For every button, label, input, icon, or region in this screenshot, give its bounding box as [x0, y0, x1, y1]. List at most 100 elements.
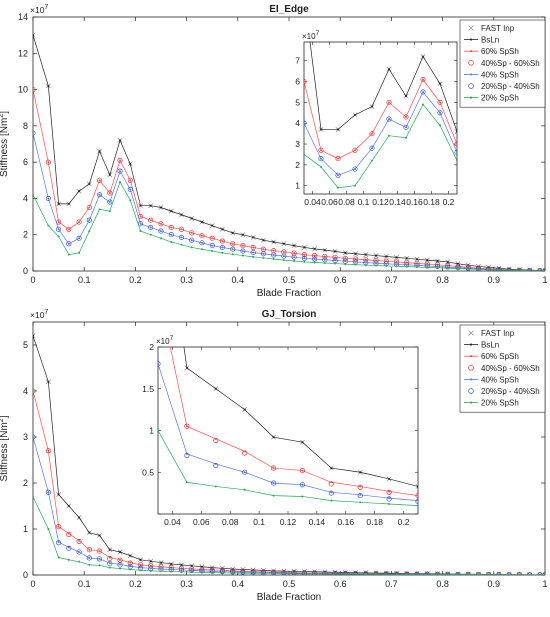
- data-point: [242, 450, 248, 456]
- data-point: [230, 246, 236, 252]
- data-point: [454, 141, 457, 147]
- data-point: [395, 256, 398, 259]
- inset-y-tick-label: 7: [295, 56, 300, 66]
- data-point: [375, 254, 378, 257]
- data-point: [57, 556, 60, 559]
- data-point: [322, 253, 328, 260]
- data-point: [272, 258, 275, 261]
- series-20-sp-40-sh: [304, 89, 457, 178]
- data-point: [221, 228, 224, 231]
- data-point: [98, 208, 101, 211]
- legend-marker: [468, 365, 474, 371]
- data-point: [219, 569, 225, 575]
- data-point: [439, 124, 441, 127]
- data-point: [200, 569, 203, 572]
- inset-x-tick-label: 0.16: [338, 517, 355, 527]
- data-point: [426, 264, 429, 267]
- data-point: [117, 168, 123, 174]
- x-tick-label: 0.4: [232, 579, 245, 589]
- data-point: [56, 226, 62, 232]
- data-point: [354, 573, 357, 575]
- data-point: [260, 251, 266, 257]
- data-point: [78, 516, 81, 519]
- data-point: [371, 132, 373, 135]
- data-point: [262, 239, 265, 242]
- data-point: [388, 68, 390, 71]
- data-point: [211, 571, 214, 574]
- data-point: [149, 233, 152, 236]
- y-tick-label: 3: [23, 432, 28, 442]
- y-tick-label: 5: [23, 340, 28, 350]
- data-point: [415, 498, 418, 505]
- data-point: [262, 256, 265, 259]
- data-point: [47, 491, 50, 494]
- data-point: [352, 147, 358, 153]
- data-point: [67, 532, 70, 535]
- x-tick-label: 0.3: [180, 275, 193, 285]
- y-tick-label: 4: [23, 386, 28, 396]
- inset-x-tick-label: 0.16: [406, 197, 423, 207]
- data-point: [272, 436, 275, 439]
- legend-label: 20%Sp - 40%Sh: [481, 387, 540, 396]
- data-point: [127, 177, 133, 183]
- data-point: [405, 257, 408, 260]
- data-point: [86, 217, 92, 223]
- data-point: [139, 566, 142, 569]
- data-point: [363, 571, 369, 575]
- x-tick-label: 0.7: [385, 275, 398, 285]
- data-point: [437, 99, 443, 105]
- data-point: [405, 95, 407, 98]
- data-point: [78, 560, 81, 563]
- y-tick-label: 12: [18, 48, 28, 58]
- data-point: [354, 184, 356, 187]
- data-point: [76, 235, 82, 241]
- data-point: [335, 172, 341, 178]
- data-point: [538, 573, 541, 575]
- plot-frame: [32, 16, 546, 272]
- data-point: [33, 436, 34, 438]
- series-20-spsh: [33, 181, 545, 271]
- data-point: [439, 111, 441, 114]
- data-point: [211, 224, 214, 227]
- series-line: [304, 91, 457, 176]
- data-point: [200, 571, 203, 574]
- data-point: [243, 488, 246, 491]
- data-point: [303, 572, 306, 575]
- data-point: [189, 237, 195, 243]
- data-point: [335, 156, 341, 162]
- x-tick-label: 0.9: [488, 275, 501, 285]
- data-point: [108, 210, 111, 213]
- data-point: [304, 153, 305, 156]
- data-point: [149, 567, 152, 570]
- data-point: [291, 570, 297, 575]
- y-tick-label: 2: [23, 230, 28, 240]
- x-axis-label: Blade Fraction: [257, 288, 321, 299]
- data-point: [139, 230, 142, 233]
- data-point: [170, 240, 173, 243]
- data-point: [170, 562, 173, 565]
- inset-y-tick-label: 5: [295, 97, 300, 107]
- data-point: [67, 242, 70, 245]
- data-point: [76, 538, 82, 544]
- data-point: [445, 264, 451, 270]
- data-point: [386, 99, 392, 105]
- data-point: [97, 192, 103, 198]
- y-tick-label: 4: [23, 193, 28, 203]
- x-tick-label: 0.6: [334, 579, 347, 589]
- data-point: [337, 128, 339, 131]
- data-point: [139, 563, 142, 566]
- data-point: [119, 558, 122, 561]
- legend-item: BsLn: [464, 36, 499, 45]
- data-point: [107, 560, 113, 567]
- data-point: [66, 241, 72, 247]
- data-point: [98, 534, 101, 537]
- data-point: [33, 87, 36, 93]
- data-point: [33, 32, 36, 38]
- data-point: [47, 197, 50, 200]
- inset-x-tick-label: 0.14: [309, 517, 326, 527]
- data-point: [352, 166, 358, 172]
- data-point: [337, 174, 339, 177]
- data-point: [342, 571, 348, 575]
- inset-frame: [157, 346, 419, 515]
